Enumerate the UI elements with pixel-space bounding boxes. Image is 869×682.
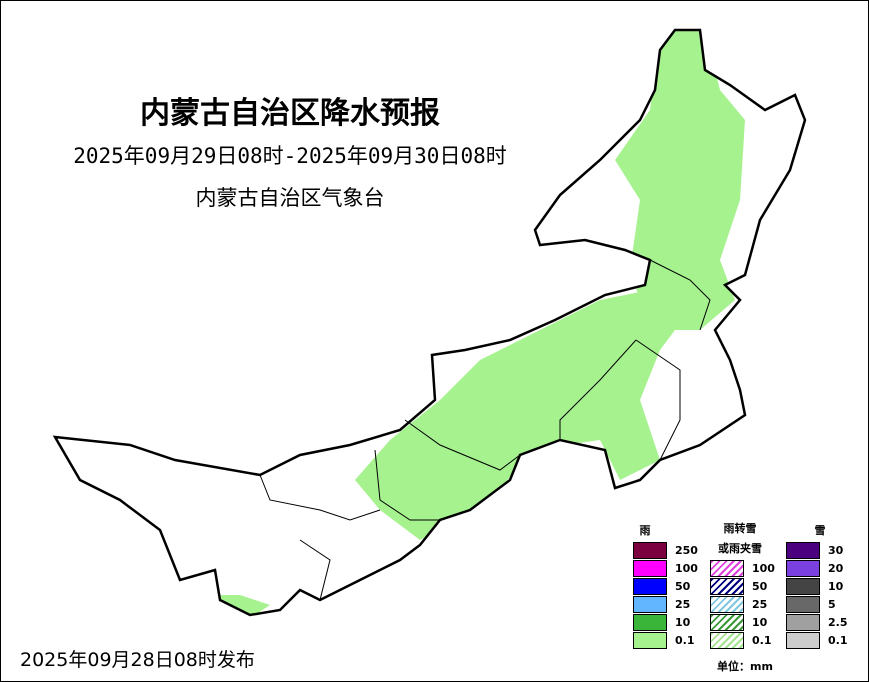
region-outline — [52, 28, 807, 617]
legend-swatch-rain — [633, 614, 667, 631]
legend-value-rain: 0.1 — [675, 634, 695, 647]
league-boundaries — [259, 259, 711, 601]
legend-value-rain: 100 — [675, 562, 698, 575]
legend-swatch-mixed — [710, 632, 744, 649]
legend-swatch-snow — [786, 578, 820, 595]
legend-value-snow: 2.5 — [828, 616, 848, 629]
legend-mixed-header-1: 雨转雪 — [723, 522, 757, 535]
legend-value-rain: 10 — [675, 616, 691, 629]
legend-value-snow: 5 — [828, 598, 836, 611]
legend-swatch-mixed — [710, 560, 744, 577]
legend-swatch-rain — [633, 632, 667, 649]
legend-swatch-snow — [786, 596, 820, 613]
legend-swatch-mixed — [710, 578, 744, 595]
legend-rain-header: 雨 — [639, 524, 651, 537]
legend-snow-header: 雪 — [814, 524, 826, 537]
legend-value-mixed: 100 — [752, 562, 775, 575]
legend-value-snow: 30 — [828, 544, 844, 557]
legend-unit: 单位：mm — [717, 660, 773, 673]
forecast-period: 2025年09月29日08时-2025年09月30日08时 — [73, 144, 507, 168]
legend-mixed-header-2: 或雨夹雪 — [718, 542, 762, 555]
legend: 雨 雨转雪 或雨夹雪 雪 250 100 50 25 10 0.1 100 50 25 10 0.1… — [620, 510, 869, 682]
legend-value-snow: 10 — [828, 580, 844, 593]
legend-value-rain: 50 — [675, 580, 691, 593]
map-title: 内蒙古自治区降水预报 — [140, 96, 440, 131]
legend-value-mixed: 50 — [752, 580, 768, 593]
legend-value-snow: 20 — [828, 562, 844, 575]
legend-swatch-mixed — [710, 596, 744, 613]
issuer: 内蒙古自治区气象台 — [195, 186, 385, 210]
legend-swatch-snow — [786, 542, 820, 559]
rain-area-central — [355, 290, 690, 540]
legend-swatch-rain — [633, 560, 667, 577]
legend-swatch-snow — [786, 560, 820, 577]
legend-swatch-mixed — [710, 614, 744, 631]
legend-swatch-snow — [786, 632, 820, 649]
issue-time: 2025年09月28日08时发布 — [20, 649, 255, 671]
legend-value-rain: 25 — [675, 598, 691, 611]
legend-value-rain: 250 — [675, 544, 698, 557]
legend-swatch-rain — [633, 542, 667, 559]
legend-swatch-snow — [786, 614, 820, 631]
rain-area-northeast — [615, 30, 745, 330]
legend-value-mixed: 10 — [752, 616, 768, 629]
legend-swatch-rain — [633, 578, 667, 595]
legend-value-snow: 0.1 — [828, 634, 848, 647]
legend-value-mixed: 0.1 — [752, 634, 772, 647]
legend-value-mixed: 25 — [752, 598, 768, 611]
legend-swatch-rain — [633, 596, 667, 613]
